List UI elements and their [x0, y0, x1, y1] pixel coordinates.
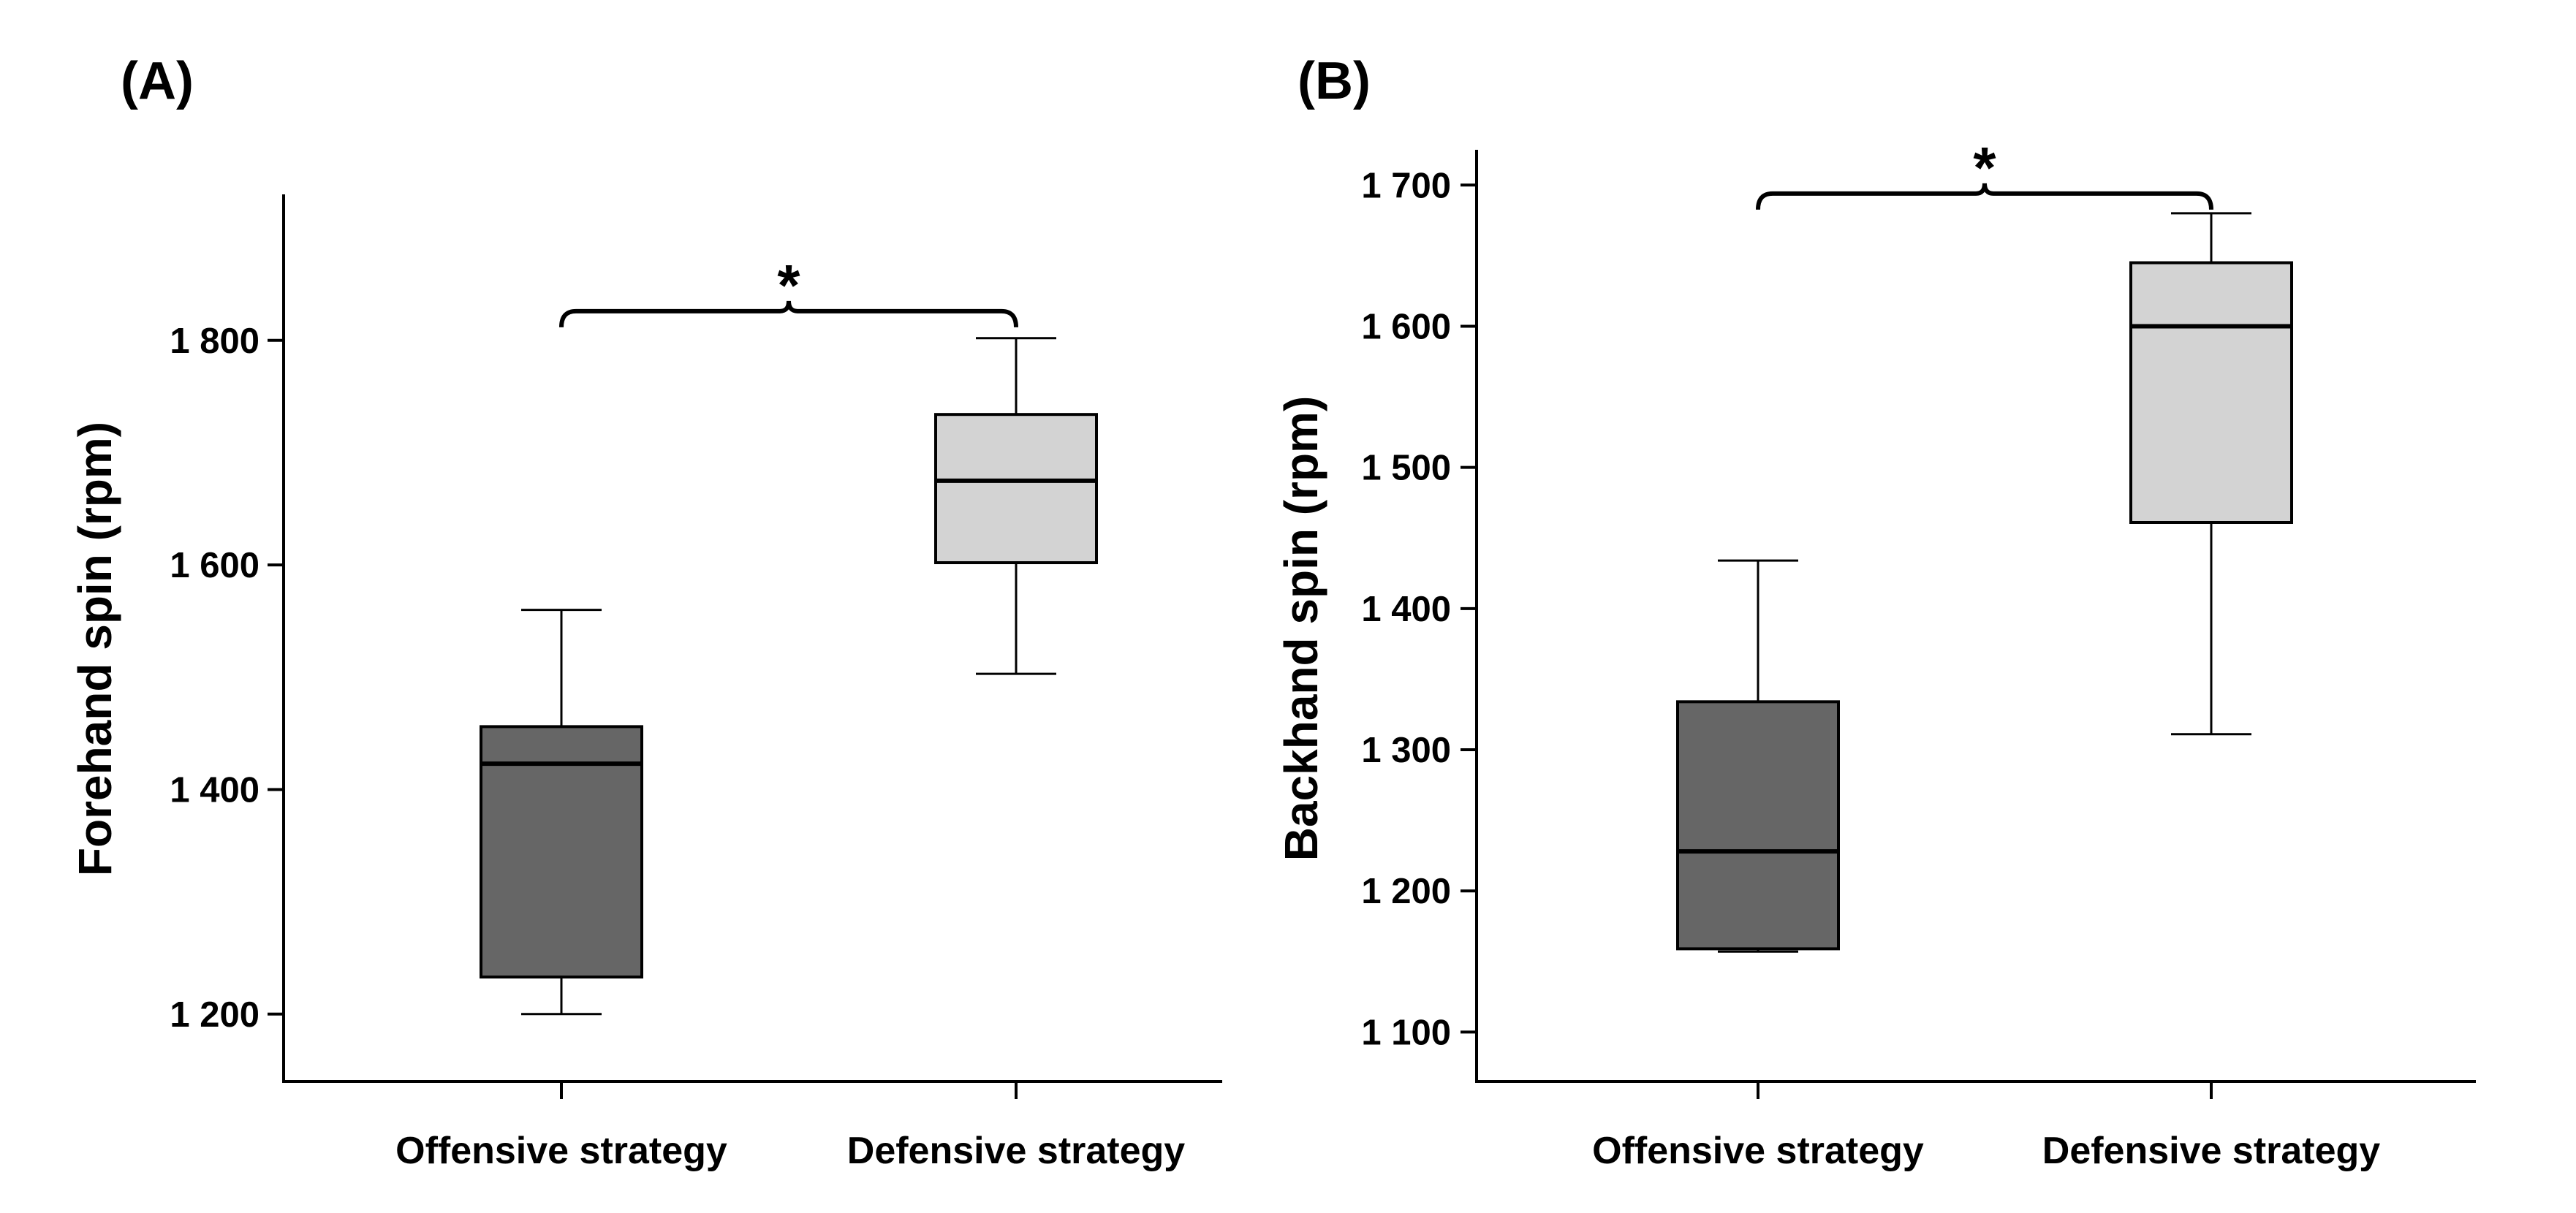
box-iqr [934, 413, 1098, 565]
panel-a-ytick-label: 1 200 [170, 995, 260, 1035]
panel-a-ylabel: Forehand spin (rpm) [69, 422, 121, 876]
panel-b-significance: * [1756, 135, 2213, 210]
panel-b-ytick-label: 1 300 [1361, 731, 1451, 770]
panel-b-label: (B) [1298, 52, 1371, 110]
box-iqr [2129, 261, 2293, 524]
panel-b-category-defensive: Defensive strategy [2042, 1130, 2381, 1172]
panel-a-category-offensive: Offensive strategy [395, 1130, 727, 1172]
panel-b-ytick-label: 1 400 [1361, 590, 1451, 629]
panel-b-significance-mark: * [1973, 135, 1996, 200]
panel-b-ytick-label: 1 700 [1361, 166, 1451, 205]
panel-b-box-defensive [2129, 212, 2293, 736]
panel-a-label: (A) [121, 52, 194, 110]
panel-a-ytick-label: 1 600 [170, 546, 260, 585]
panel-a-box-offensive [480, 609, 643, 1016]
panel-a-ytick-label: 1 800 [170, 322, 260, 361]
panel-b-boxes [1676, 212, 2293, 953]
panel-b-ytick-label: 1 600 [1361, 307, 1451, 346]
panel-b-ylabel: Backhand spin (rpm) [1275, 396, 1327, 862]
panel-a-category-defensive: Defensive strategy [847, 1130, 1186, 1172]
box-iqr [1676, 700, 1840, 951]
panel-a-box-defensive [934, 337, 1098, 675]
panel-a-ytick-label: 1 400 [170, 770, 260, 810]
panel-a-boxes [480, 337, 1098, 1016]
panel-b-ticks: 1 100 1 200 1 300 1 400 1 500 1 600 1 700 [1361, 166, 2213, 1099]
panel-b-ytick-label: 1 100 [1361, 1013, 1451, 1052]
panel-a-ticks: 1 200 1 400 1 600 1 800 [170, 322, 1018, 1099]
panel-a-significance-bracket [559, 300, 1018, 327]
box-iqr [480, 725, 643, 979]
panel-b-ytick-label: 1 200 [1361, 872, 1451, 911]
panel-a-significance-mark: * [777, 253, 800, 318]
panel-b-ytick-label: 1 500 [1361, 449, 1451, 488]
panel-a-significance: * [559, 253, 1018, 327]
panel-b-box-offensive [1676, 559, 1840, 953]
panel-b-category-offensive: Offensive strategy [1592, 1130, 1924, 1172]
